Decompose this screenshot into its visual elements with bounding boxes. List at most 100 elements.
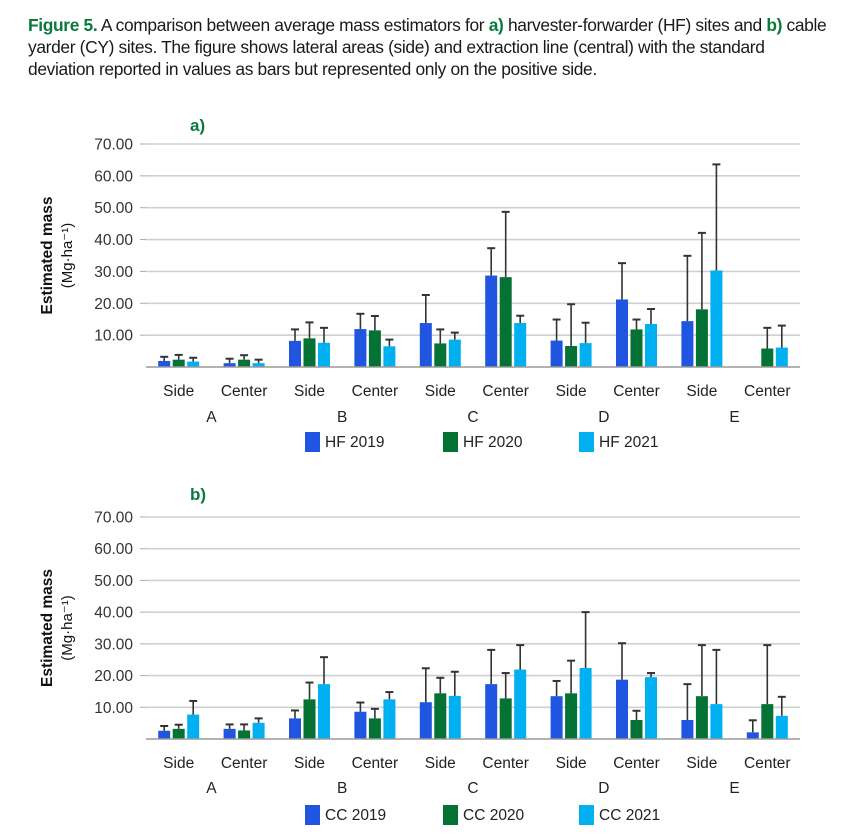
bar-cc-2019 [419, 702, 432, 739]
x-group-label: C [467, 409, 478, 426]
x-category-label: Side [556, 755, 587, 772]
bar-cc-2019 [681, 719, 694, 739]
legend-label: HF 2021 [599, 434, 658, 451]
x-category-label: Center [352, 383, 399, 400]
y-tick-label: 20.00 [94, 296, 133, 313]
x-group-label: A [206, 409, 217, 426]
bar-hf-2021 [448, 339, 461, 367]
bar-cc-2019 [616, 679, 628, 739]
x-category-label: Side [686, 383, 717, 400]
chart-a: a) 10.00 20.00 30.00 40.00 50.00 60.00 70.00 Est… [39, 116, 800, 452]
x-category-label: Center [352, 755, 399, 772]
bar-hf-2021 [318, 342, 330, 367]
y-tick-label: 70.00 [94, 137, 133, 154]
x-category-label: Center [482, 755, 529, 772]
y-tick-label: 70.00 [94, 510, 133, 527]
x-category-label: Center [221, 383, 268, 400]
bar-hf-2020 [565, 345, 578, 367]
x-group-label: E [729, 409, 739, 426]
bar-cc-2021 [383, 699, 396, 739]
legend-label: CC 2021 [599, 807, 660, 824]
x-category-label: Side [425, 755, 456, 772]
bar-cc-2021 [318, 684, 330, 739]
caption-text-2: harvester-forwarder (HF) sites and [503, 15, 767, 35]
bar-cc-2020 [172, 728, 185, 739]
x-category-label: Center [221, 755, 268, 772]
y-axis-unit: (Mg·ha⁻¹) [59, 595, 76, 660]
y-tick-label: 30.00 [94, 264, 133, 281]
y-tick-label: 10.00 [94, 700, 133, 717]
legend-swatch [443, 805, 458, 825]
bar-cc-2021 [514, 669, 527, 739]
bar-hf-2020 [303, 338, 316, 367]
y-tick-label: 40.00 [94, 232, 133, 249]
bar-hf-2019 [550, 340, 563, 367]
bar-hf-2019 [158, 360, 171, 367]
legend-swatch [305, 432, 320, 452]
bar-cc-2020 [368, 718, 381, 739]
bar-cc-2021 [187, 714, 200, 739]
legend-swatch [579, 805, 594, 825]
bar-hf-2020 [368, 330, 381, 367]
legend-label: CC 2020 [463, 807, 525, 824]
bar-cc-2020 [695, 696, 708, 739]
bar-hf-2021 [775, 347, 788, 367]
x-category-label: Side [425, 383, 456, 400]
bar-hf-2021 [252, 363, 265, 367]
figure-label: Figure 5. [28, 15, 98, 35]
bar-hf-2021 [383, 346, 396, 367]
bar-hf-2019 [419, 323, 432, 367]
legend-label: CC 2019 [325, 807, 386, 824]
bar-hf-2019 [354, 329, 367, 367]
bar-hf-2021 [187, 361, 200, 367]
bar-hf-2021 [645, 323, 657, 367]
bar-cc-2019 [289, 718, 301, 739]
legend-swatch [579, 432, 594, 452]
legend-label: HF 2020 [463, 434, 523, 451]
x-category-label: Side [163, 755, 194, 772]
x-category-label: Center [613, 755, 660, 772]
x-group-label: C [467, 780, 478, 797]
x-group-label: B [337, 780, 347, 797]
caption-a-label: a) [488, 15, 504, 35]
bar-hf-2019 [616, 299, 628, 367]
x-category-label: Center [482, 383, 529, 400]
y-tick-label: 60.00 [94, 541, 133, 558]
y-axis-title: Estimated mass [39, 196, 56, 314]
bar-cc-2019 [223, 728, 236, 739]
figure-caption: Figure 5. A comparison between average m… [28, 14, 828, 80]
bar-hf-2019 [485, 275, 498, 367]
x-category-label: Side [163, 383, 194, 400]
bar-cc-2020 [303, 699, 316, 739]
bar-hf-2020 [172, 359, 185, 367]
bar-cc-2019 [158, 730, 171, 739]
x-category-label: Side [294, 755, 325, 772]
y-tick-label: 30.00 [94, 636, 133, 653]
bar-cc-2021 [710, 704, 723, 739]
bar-cc-2020 [630, 719, 643, 739]
legend-label: HF 2019 [325, 434, 384, 451]
x-group-label: B [337, 409, 347, 426]
bar-cc-2020 [434, 693, 447, 739]
caption-text-3: cable yarder (CY) sites. The figure show… [28, 15, 827, 79]
y-tick-label: 10.00 [94, 328, 133, 345]
y-axis-label: Estimated mass (Mg·ha⁻¹) [39, 569, 76, 687]
bar-cc-2019 [485, 684, 498, 739]
bar-cc-2020 [565, 693, 578, 739]
bar-hf-2021 [710, 270, 723, 367]
bar-cc-2019 [354, 711, 367, 739]
bar-hf-2021 [579, 343, 592, 367]
x-category-label: Center [744, 383, 791, 400]
bar-hf-2020 [238, 359, 251, 367]
bar-cc-2019 [550, 696, 563, 739]
bar-hf-2019 [223, 363, 236, 367]
bar-cc-2021 [448, 695, 461, 739]
y-axis-title: Estimated mass [39, 569, 56, 687]
bar-cc-2020 [761, 704, 774, 739]
bar-hf-2020 [630, 329, 643, 367]
x-category-label: Center [744, 755, 791, 772]
y-tick-label: 50.00 [94, 200, 133, 217]
x-category-label: Center [613, 383, 660, 400]
x-group-label: D [598, 780, 609, 797]
x-group-label: E [729, 780, 739, 797]
